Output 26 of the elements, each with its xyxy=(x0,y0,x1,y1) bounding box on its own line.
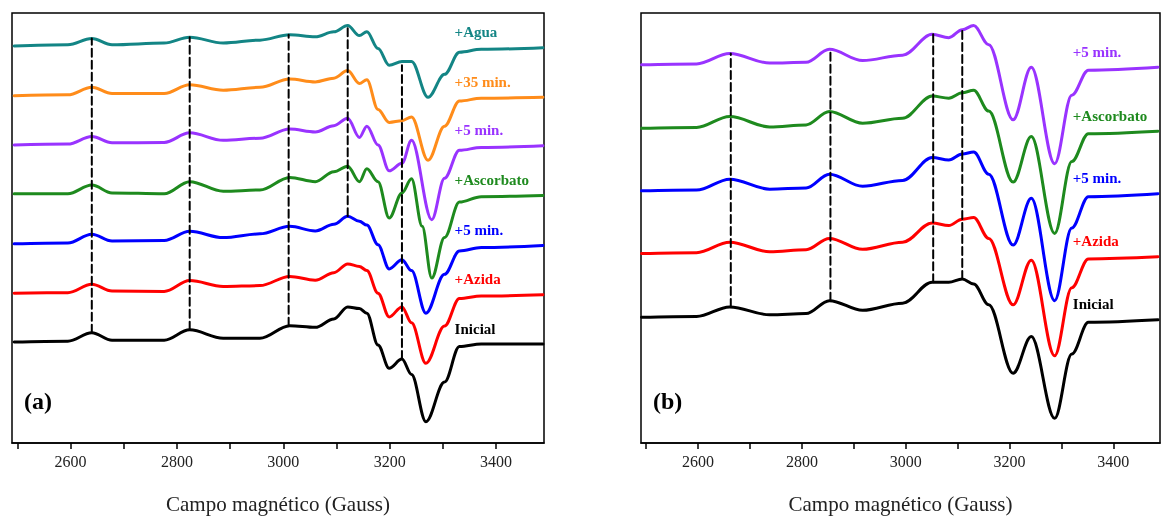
series-label: +Ascorbato xyxy=(1072,107,1148,124)
x-axis-title: Campo magnético (Gauss) xyxy=(788,491,1013,516)
x-tick-label: 3200 xyxy=(993,452,1026,470)
x-tick-label: 2600 xyxy=(682,452,715,470)
series-label: +35 min. xyxy=(454,73,511,90)
x-tick-label: 2800 xyxy=(785,452,818,470)
series-label: Inicial xyxy=(454,320,496,337)
x-tick-label: 3200 xyxy=(373,452,406,470)
series-label: +5 min. xyxy=(454,222,504,239)
x-axis-title: Campo magnético (Gauss) xyxy=(166,491,390,516)
series-label: Inicial xyxy=(1072,296,1114,313)
annotation: (b) xyxy=(653,388,683,414)
x-tick-label: 2600 xyxy=(54,452,87,470)
annotation: (a) xyxy=(24,388,52,414)
series-label: +Ascorbato xyxy=(454,171,529,188)
x-tick-label: 3400 xyxy=(480,452,513,470)
series-label: +Azida xyxy=(454,271,502,288)
series-label: +Azida xyxy=(1072,233,1120,250)
x-tick-label: 3400 xyxy=(1097,452,1130,470)
series-label: +5 min. xyxy=(1072,170,1122,187)
series-label: +5 min. xyxy=(1072,43,1122,60)
x-tick-label: 3000 xyxy=(267,452,300,470)
series-label: +Agua xyxy=(454,24,498,41)
x-tick-label: 2800 xyxy=(160,452,193,470)
series-label: +5 min. xyxy=(454,122,504,139)
x-tick-label: 3000 xyxy=(889,452,922,470)
